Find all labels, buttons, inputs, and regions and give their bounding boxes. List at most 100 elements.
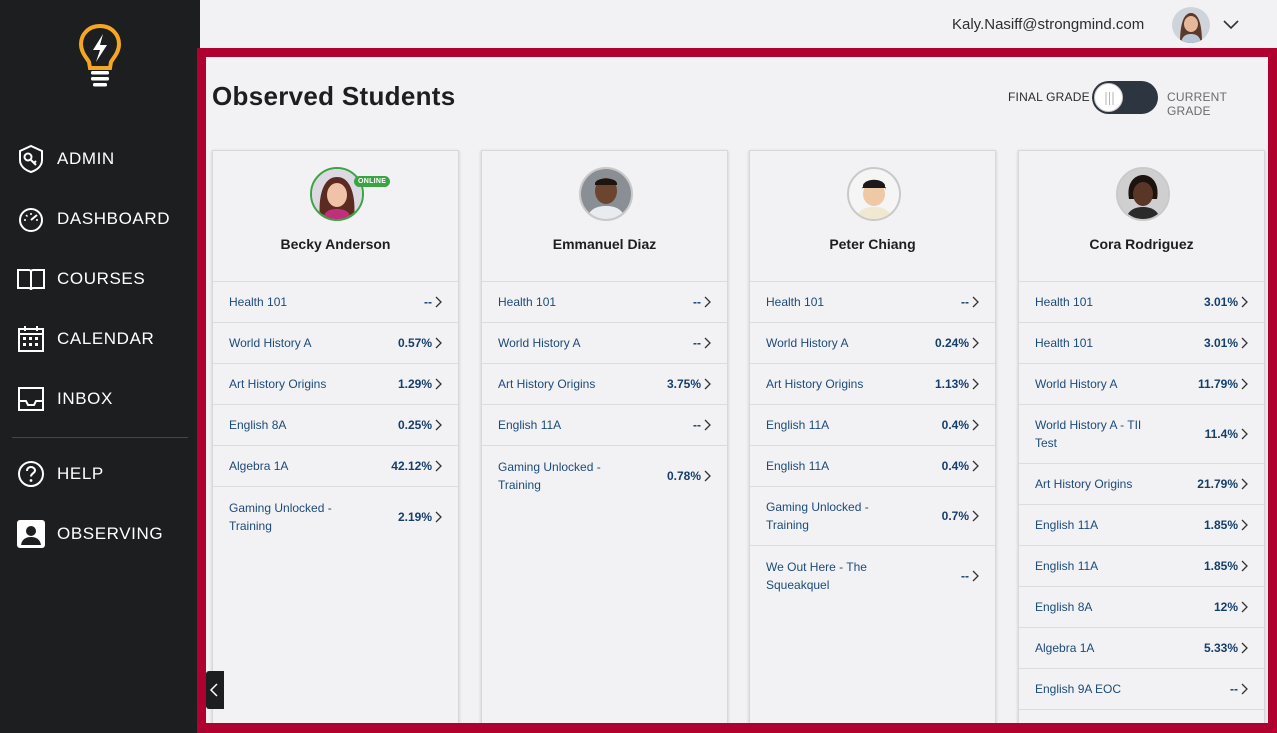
course-row[interactable]: Health 101 -- — [750, 282, 995, 323]
course-row[interactable]: We Out Here - The Squeakquel -- — [750, 546, 995, 605]
course-row[interactable]: Health 101 3.01% — [1019, 323, 1264, 364]
observing-icon — [17, 520, 45, 548]
course-name: Health 101 — [766, 295, 825, 309]
chevron-right-icon — [972, 378, 979, 390]
course-grade: 3.75% — [666, 377, 701, 391]
chevron-right-icon — [1241, 560, 1248, 572]
online-status-badge: ONLINE — [354, 176, 391, 187]
current-grade-label[interactable]: CURRENT GRADE — [1167, 90, 1227, 118]
student-card: Emmanuel Diaz Health 101 -- World History… — [481, 150, 728, 723]
course-name: Health 101 — [1035, 295, 1094, 309]
collapse-sidebar-button[interactable] — [206, 671, 224, 709]
student-card: Peter Chiang Health 101 -- World History … — [749, 150, 996, 723]
final-grade-label[interactable]: FINAL GRADE — [1008, 90, 1090, 104]
course-grade: -- — [961, 568, 969, 583]
course-name: Art History Origins — [229, 377, 327, 391]
course-row[interactable]: Art History Origins 1.29% — [213, 364, 458, 405]
course-name: Health 101 — [1035, 336, 1094, 350]
course-row[interactable]: Gaming Unlocked - Training 2.19% — [213, 487, 458, 546]
sidebar-item-label: CALENDAR — [57, 329, 155, 348]
course-row[interactable]: English 9A EOC -- — [1019, 669, 1264, 710]
student-name[interactable]: Peter Chiang — [829, 236, 916, 252]
course-row[interactable]: Gaming Unlocked - Training 0.78% — [482, 446, 727, 505]
course-grade: -- — [693, 418, 701, 432]
course-name: Gaming Unlocked - Training — [766, 500, 869, 532]
sidebar-item-admin[interactable]: ADMIN — [0, 139, 200, 179]
course-grade: 1.13% — [934, 377, 969, 391]
chevron-right-icon — [972, 337, 979, 349]
course-grade: 11.79% — [1197, 377, 1238, 391]
course-row[interactable]: Health 101 3.01% — [1019, 282, 1264, 323]
course-grade: 12% — [1213, 600, 1238, 614]
student-name[interactable]: Becky Anderson — [280, 236, 391, 252]
student-avatar[interactable] — [579, 167, 633, 221]
course-grade: 3.01% — [1203, 295, 1238, 309]
course-row[interactable]: Art History Origins 1.13% — [750, 364, 995, 405]
course-grade: 2.19% — [397, 509, 432, 524]
student-name[interactable]: Emmanuel Diaz — [552, 236, 657, 252]
course-row[interactable]: English 11A 0.4% — [750, 446, 995, 487]
inbox-icon — [18, 387, 44, 411]
sidebar-item-calendar[interactable]: CALENDAR — [0, 319, 200, 359]
student-card-header[interactable]: Cora Rodriguez — [1019, 151, 1264, 282]
course-grade: -- — [693, 336, 701, 350]
chevron-right-icon — [1241, 601, 1248, 613]
student-card-header[interactable]: ONLINE Becky Anderson — [213, 151, 458, 282]
chevron-right-icon — [435, 337, 442, 349]
sidebar-item-help[interactable]: HELP — [0, 454, 200, 494]
chevron-left-icon — [209, 683, 218, 697]
course-row[interactable]: English 11A -- — [482, 405, 727, 446]
chevron-right-icon — [1241, 642, 1248, 654]
sidebar-item-label: HELP — [57, 464, 104, 483]
sidebar-item-label: INBOX — [57, 389, 113, 408]
student-name[interactable]: Cora Rodriguez — [1089, 236, 1194, 252]
course-row[interactable]: Health 101 -- — [482, 282, 727, 323]
sidebar-item-observing[interactable]: OBSERVING — [0, 514, 200, 554]
toggle-knob[interactable] — [1094, 83, 1123, 112]
course-grade: -- — [693, 295, 701, 309]
student-card-header[interactable]: Emmanuel Diaz — [482, 151, 727, 282]
course-row[interactable]: World History A -- — [482, 323, 727, 364]
student-avatar[interactable] — [310, 167, 364, 221]
student-avatar[interactable] — [847, 167, 901, 221]
course-row[interactable]: Gaming Unlocked - Training 0.7% — [750, 487, 995, 546]
course-name: English 11A — [1035, 518, 1099, 532]
course-row[interactable]: English 8A 12% — [1019, 587, 1264, 628]
lightbulb-logo-icon[interactable] — [78, 22, 122, 92]
course-grade: 11.4% — [1204, 427, 1238, 441]
sidebar-item-inbox[interactable]: INBOX — [0, 379, 200, 419]
course-row[interactable]: World History A 0.24% — [750, 323, 995, 364]
course-grade: 0.25% — [397, 418, 432, 432]
chevron-down-icon[interactable] — [1221, 17, 1241, 31]
course-name: English 8A — [1035, 600, 1093, 614]
student-card-header[interactable]: Peter Chiang — [750, 151, 995, 282]
course-row[interactable]: World History A 11.79% — [1019, 364, 1264, 405]
course-row[interactable]: Algebra 1A 42.12% — [213, 446, 458, 487]
course-row[interactable]: Art History Origins 21.79% — [1019, 464, 1264, 505]
course-row[interactable]: Algebra 1A 5.33% — [1019, 628, 1264, 669]
student-avatar[interactable] — [1116, 167, 1170, 221]
course-row[interactable]: Art History Origins 3.75% — [482, 364, 727, 405]
course-row[interactable]: Health 101 -- — [213, 282, 458, 323]
course-name: We Out Here - The Squeakquel — [766, 559, 867, 592]
course-row[interactable]: English 11A 1.85% — [1019, 546, 1264, 587]
course-row[interactable]: English 11A 1.85% — [1019, 505, 1264, 546]
sidebar-item-courses[interactable]: COURSES — [0, 259, 200, 299]
chevron-right-icon — [1241, 428, 1248, 440]
course-grade: 0.4% — [941, 459, 969, 473]
course-grade: 21.79% — [1197, 477, 1238, 491]
user-avatar[interactable] — [1172, 7, 1210, 43]
grade-toggle[interactable] — [1092, 81, 1158, 114]
course-name: Health 101 — [498, 295, 557, 309]
course-row[interactable]: English 8A 0.25% — [213, 405, 458, 446]
course-name: Gaming Unlocked - Training — [229, 500, 332, 533]
course-row[interactable]: World History A - TII Test 11.4% — [1019, 405, 1264, 464]
chevron-right-icon — [704, 378, 711, 390]
sidebar-item-dashboard[interactable]: DASHBOARD — [0, 199, 200, 239]
chevron-right-icon — [704, 337, 711, 349]
course-grade: 1.85% — [1203, 559, 1238, 573]
course-name: Algebra 1A — [229, 459, 289, 473]
course-name: Gaming Unlocked - Training — [498, 459, 601, 492]
course-row[interactable]: World History A 0.57% — [213, 323, 458, 364]
course-row[interactable]: English 11A 0.4% — [750, 405, 995, 446]
